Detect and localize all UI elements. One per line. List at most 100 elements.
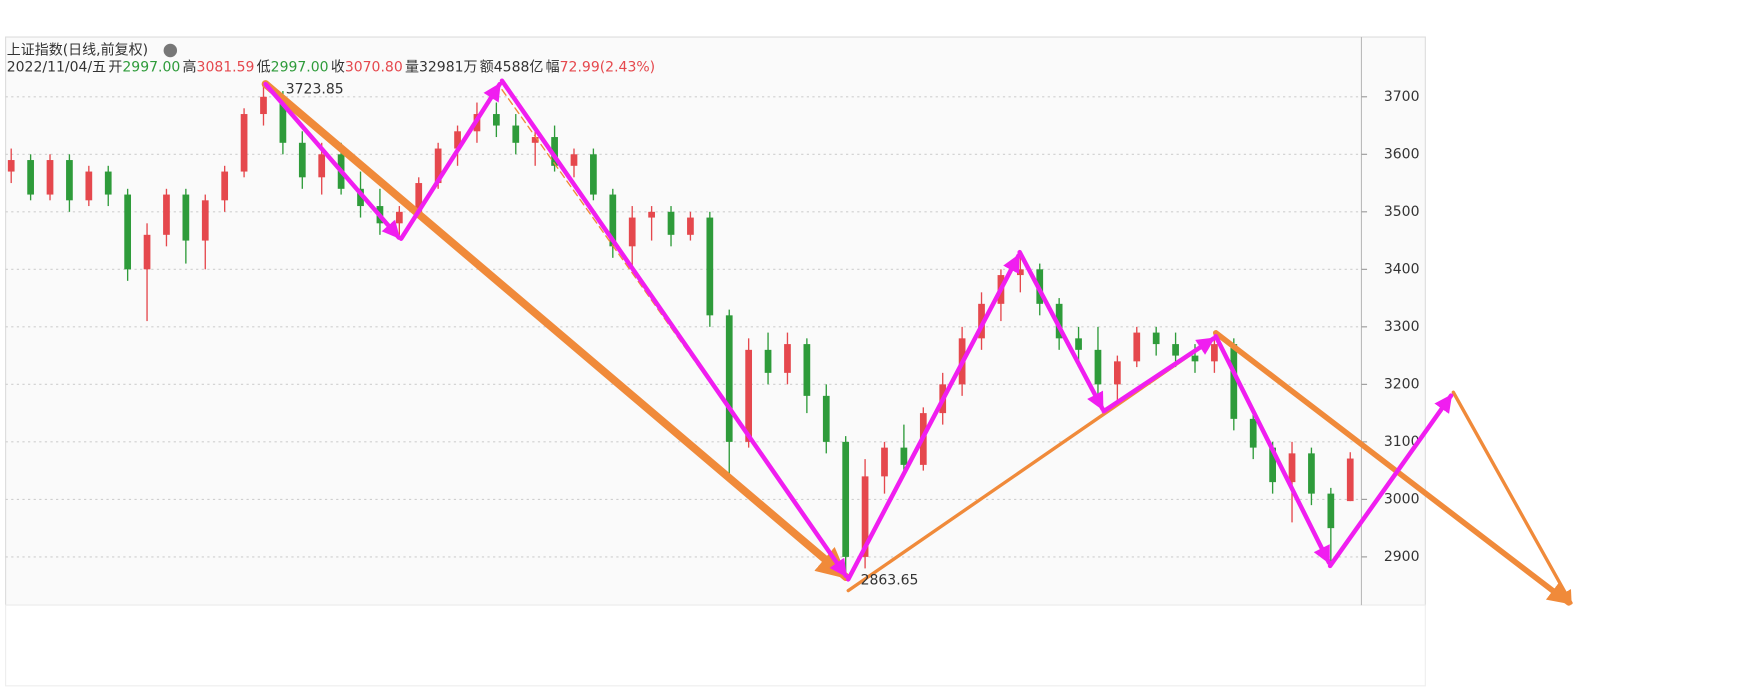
candle-body [531, 137, 539, 143]
candle-body [590, 154, 597, 195]
trend-drawings [261, 78, 1573, 606]
y-tick-label: 3400 [1384, 261, 1420, 277]
candle-body [1230, 344, 1238, 419]
candle-body [570, 154, 578, 166]
candle-body [861, 476, 869, 557]
candle-body [1269, 447, 1276, 483]
candle-body [124, 194, 132, 270]
candle-body [240, 114, 248, 172]
trend-arrow [1451, 390, 1573, 605]
quote-label: 开 [108, 59, 122, 75]
candle-body [201, 200, 209, 241]
settings-icon[interactable] [163, 43, 178, 58]
quote-value: 2997.00 [271, 59, 329, 75]
candle-body [978, 303, 985, 339]
candle-body [609, 194, 617, 247]
wave-arrow [1213, 333, 1332, 565]
y-tick-label: 3000 [1384, 491, 1420, 507]
quote-value: 3081.59 [197, 59, 255, 75]
candle-body [182, 194, 190, 241]
candle-body [7, 160, 15, 172]
candle-body [1308, 453, 1315, 494]
candle-body [706, 217, 714, 316]
candle-body [434, 148, 442, 184]
wave-arrow [1101, 336, 1216, 414]
plot-background [5, 36, 1426, 606]
wave-arrow [263, 81, 402, 240]
high-label: 3723.85 [286, 82, 344, 98]
trend-arrow [1212, 330, 1572, 606]
candle-body [1249, 418, 1257, 448]
candle-body [881, 447, 888, 477]
quote-value: 2997.00 [122, 59, 180, 75]
candle-body [298, 142, 306, 178]
candle-body [725, 315, 733, 442]
candle-body [822, 395, 830, 442]
candle-body [687, 217, 694, 235]
y-tick-label: 3200 [1384, 376, 1420, 392]
candle-body [279, 96, 287, 143]
candle-body [1094, 349, 1102, 385]
candle-body [27, 160, 34, 195]
candle-body [1075, 338, 1082, 350]
y-tick-label: 2900 [1384, 549, 1420, 565]
chart-title: 上证指数(日线,前复权) [7, 41, 148, 58]
candle-body [842, 441, 850, 557]
candle-body [104, 171, 112, 195]
candle-body [648, 211, 655, 218]
quote-line: 2022/11/04/五 开2997.00 高3081.59 低2997.00 收307… [7, 58, 655, 75]
candle-body [1016, 269, 1024, 276]
y-tick-label: 3700 [1384, 89, 1420, 105]
candle-body [1211, 344, 1218, 362]
candle-body [493, 114, 500, 126]
candle-body [260, 96, 267, 115]
low-label: 2863.65 [861, 572, 919, 588]
quote-label: 高 [183, 58, 197, 75]
y-tick-label: 3600 [1384, 146, 1420, 162]
candle-body [667, 211, 675, 235]
candle-body [900, 447, 908, 465]
candle-body [1152, 332, 1160, 345]
wave-arrow [1327, 393, 1454, 569]
quote-label: 量 [405, 59, 419, 75]
candle-body [764, 349, 772, 373]
candle-body [143, 234, 151, 270]
candle-body [395, 211, 403, 224]
candle-body [1172, 344, 1179, 356]
candle-body [415, 183, 423, 212]
candle-body [357, 188, 364, 207]
candle-body [803, 344, 811, 396]
candle-body [551, 137, 558, 166]
grid: 2900 3000 3100 3200 3300 3400 3500 3600 3700 [5, 89, 1420, 565]
wave-arrow [398, 81, 502, 241]
candle-body [1288, 453, 1296, 483]
candle-body [1114, 361, 1121, 385]
quote-label: 收 [331, 59, 345, 75]
candle-body [1346, 458, 1354, 502]
candle-body [318, 154, 326, 178]
candle-body [221, 171, 229, 201]
candle-body [163, 194, 170, 235]
wave-arrow [499, 78, 849, 579]
quote-value: 32981万 [419, 59, 478, 75]
candle-body [1327, 493, 1335, 529]
quote-label: 幅 [546, 59, 560, 75]
candle-body [1133, 332, 1141, 362]
lower-panel [5, 604, 1426, 687]
quote-date: 2022/11/04/五 [7, 59, 106, 75]
candle-body [1055, 303, 1063, 339]
quote-value: 3070.80 [345, 59, 403, 75]
wave-arrow [1017, 249, 1105, 412]
wave-arrow [846, 253, 1021, 582]
quote-label: 低 [257, 59, 271, 75]
trend-arrow [261, 80, 850, 582]
quote-label: 额 [480, 59, 494, 75]
candle-body [512, 125, 520, 143]
candle-body [85, 171, 93, 201]
quote-value: 72.99(2.43%) [560, 59, 655, 75]
candle-body [454, 131, 461, 149]
candle-body [66, 160, 73, 201]
y-tick-label: 3300 [1384, 319, 1420, 335]
y-tick-label: 3500 [1384, 204, 1420, 220]
